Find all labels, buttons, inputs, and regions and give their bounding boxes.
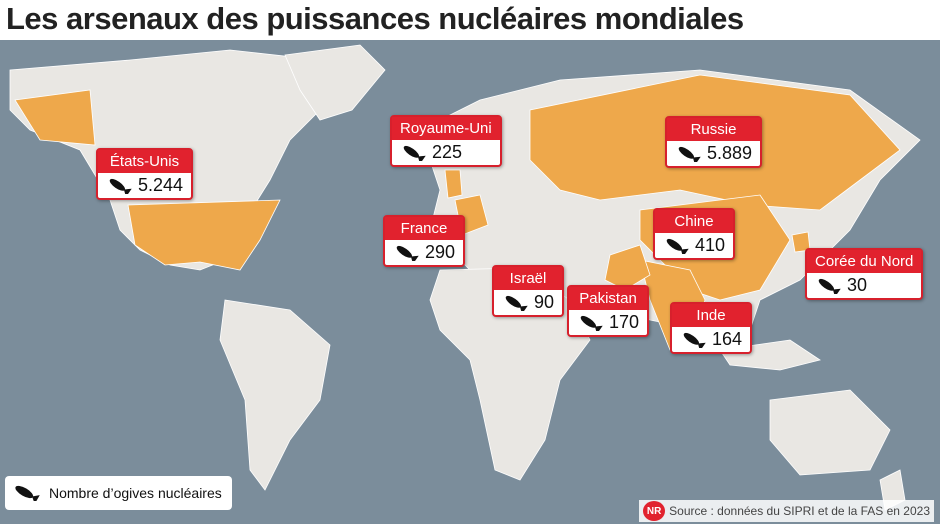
warhead-value: 410 xyxy=(695,235,726,255)
bomb-icon xyxy=(393,245,419,261)
source-text: Source : données du SIPRI et de la FAS e… xyxy=(669,504,930,518)
warhead-value: 164 xyxy=(712,329,743,349)
warhead-value: 290 xyxy=(425,242,456,262)
logo: NR xyxy=(643,501,666,521)
bomb-icon xyxy=(675,146,701,162)
country-marker: États-Unis 5.244 xyxy=(96,148,194,200)
legend-icon xyxy=(15,485,40,501)
country-marker: France 290 xyxy=(383,215,466,267)
country-marker: Inde 164 xyxy=(670,302,753,354)
warhead-value: 170 xyxy=(609,312,640,332)
bomb-icon xyxy=(663,238,689,254)
title: Les arsenaux des puissances nucléaires m… xyxy=(6,1,744,36)
bomb-icon xyxy=(680,332,706,348)
country-name: Chine xyxy=(655,210,734,233)
country-name: Pakistan xyxy=(569,287,648,310)
country-name: Inde xyxy=(672,304,751,327)
warhead-count: 5.244 xyxy=(98,173,191,198)
country-name: Israël xyxy=(494,267,563,290)
country-marker: Chine 410 xyxy=(653,208,736,260)
country-marker: Corée du Nord 30 xyxy=(805,248,924,300)
warhead-count: 410 xyxy=(655,233,733,258)
country-marker: Russie 5.889 xyxy=(665,116,763,168)
warhead-count: 225 xyxy=(392,140,500,165)
country-name: France xyxy=(385,217,464,240)
bomb-icon xyxy=(106,178,132,194)
country-marker: Royaume-Uni 225 xyxy=(390,115,502,167)
warhead-value: 5.244 xyxy=(138,175,184,195)
bomb-icon xyxy=(400,145,426,161)
warhead-count: 5.889 xyxy=(667,141,760,166)
legend-label: Nombre d’ogives nucléaires xyxy=(49,485,222,501)
warhead-count: 90 xyxy=(494,290,562,315)
bomb-icon xyxy=(502,295,528,311)
bomb-icon xyxy=(577,315,603,331)
country-name: Royaume-Uni xyxy=(392,117,500,140)
legend: Nombre d’ogives nucléaires xyxy=(5,476,232,510)
warhead-count: 170 xyxy=(569,310,647,335)
country-marker: Israël 90 xyxy=(492,265,565,317)
source: NR Source : données du SIPRI et de la FA… xyxy=(639,500,934,522)
warhead-value: 90 xyxy=(534,292,555,312)
world-map xyxy=(0,40,940,524)
warhead-value: 225 xyxy=(432,142,463,162)
warhead-count: 290 xyxy=(385,240,463,265)
warhead-count: 164 xyxy=(672,327,750,352)
warhead-value: 30 xyxy=(847,275,868,295)
warhead-value: 5.889 xyxy=(707,143,753,163)
country-name: États-Unis xyxy=(98,150,192,173)
country-marker: Pakistan 170 xyxy=(567,285,650,337)
country-name: Corée du Nord xyxy=(807,250,922,273)
country-name: Russie xyxy=(667,118,761,141)
warhead-count: 30 xyxy=(807,273,921,298)
bomb-icon xyxy=(815,278,841,294)
